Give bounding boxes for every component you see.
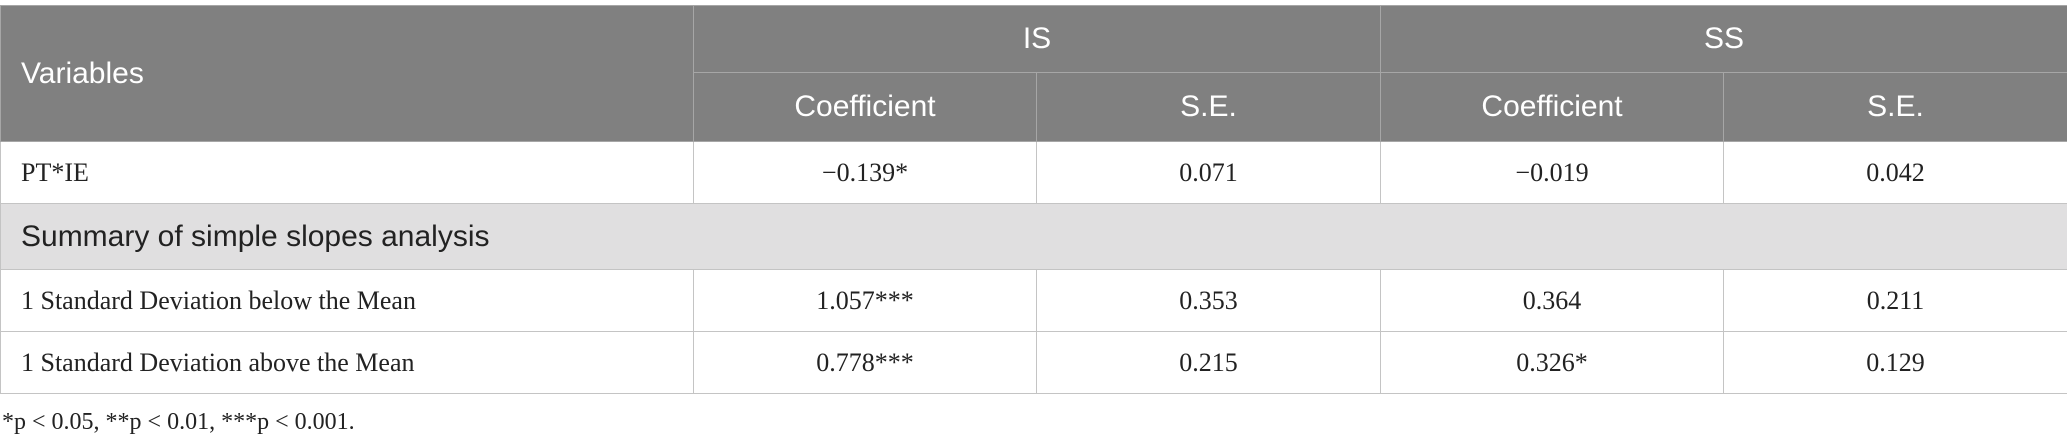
header-cell: SS bbox=[1380, 5, 2067, 73]
header-row: Variables IS SS bbox=[0, 5, 2067, 142]
header-cell: S.E. bbox=[1723, 72, 2067, 142]
cell: −0.139* bbox=[693, 141, 1037, 204]
cell: 0.042 bbox=[1723, 141, 2067, 204]
cell: −0.019 bbox=[1380, 141, 1725, 204]
header-row: Coefficient S.E. Coefficient S.E. bbox=[1, 72, 2067, 142]
header-cell: Variables bbox=[0, 5, 694, 142]
cell: 0.215 bbox=[1035, 331, 1382, 394]
row: 1 Standard Deviation above the Mean 0.77… bbox=[0, 331, 2067, 394]
header-cell: S.E. bbox=[1035, 72, 1382, 142]
cell: 0.353 bbox=[1035, 269, 1382, 332]
header-cell: Coefficient bbox=[1380, 72, 1725, 142]
cell: 0.071 bbox=[1035, 141, 1382, 204]
cell: 0.211 bbox=[1723, 269, 2067, 332]
section-cell: Summary of simple slopes analysis bbox=[0, 203, 2067, 270]
footnote: *p < 0.05, **p < 0.01, ***p < 0.001. bbox=[2, 409, 355, 435]
cell: 0.326* bbox=[1380, 331, 1725, 394]
cell: 1.057*** bbox=[693, 269, 1037, 332]
cell: 0.364 bbox=[1380, 269, 1725, 332]
header-cell: IS bbox=[692, 5, 1382, 73]
row: 1 Standard Deviation below the Mean 1.05… bbox=[0, 269, 2067, 332]
cell: 1 Standard Deviation above the Mean bbox=[0, 331, 694, 394]
cell: 1 Standard Deviation below the Mean bbox=[0, 269, 694, 332]
header-cell: Coefficient bbox=[693, 72, 1037, 142]
row: PT*IE −0.139* 0.071 −0.019 0.042 bbox=[0, 141, 2067, 204]
cell: 0.129 bbox=[1723, 331, 2067, 394]
section-row: Summary of simple slopes analysis bbox=[0, 203, 2067, 270]
table: Variables IS SS Coefficient S.E. Coeffic… bbox=[0, 5, 2067, 394]
cell: PT*IE bbox=[0, 141, 694, 204]
cell: 0.778*** bbox=[693, 331, 1037, 394]
